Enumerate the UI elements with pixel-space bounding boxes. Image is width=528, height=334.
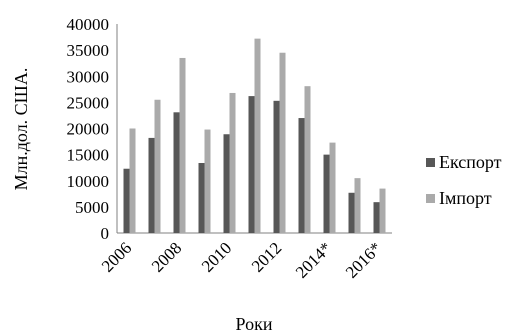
bar-import-2010 <box>229 92 236 233</box>
bar-import-2012 <box>279 52 286 233</box>
bar-import-2007 <box>154 99 161 233</box>
bar-export-2006 <box>123 168 130 233</box>
bar-export-2015 <box>348 192 355 233</box>
legend: Експорт Імпорт <box>426 152 502 208</box>
bar-import-2006 <box>129 128 136 233</box>
x-axis-ticks: 2006 2008 2010 2012 2014* 2016* <box>98 238 385 281</box>
y-tick-label: 20000 <box>67 120 110 139</box>
bar-import-2016 <box>379 188 386 233</box>
y-tick-label: 40000 <box>67 15 110 34</box>
legend-swatch-export <box>426 158 435 167</box>
x-tick-label: 2010 <box>198 238 235 275</box>
legend-item-export: Експорт <box>426 152 502 172</box>
x-tick-label: 2008 <box>148 238 185 275</box>
bar-export-2010 <box>223 134 230 233</box>
bar-export-2012 <box>273 100 280 233</box>
y-tick-label: 25000 <box>67 93 110 112</box>
y-axis-title: Млн.дол. США. <box>11 68 31 191</box>
y-tick-label: 30000 <box>67 67 110 86</box>
y-tick-label: 10000 <box>67 172 110 191</box>
legend-label-export: Експорт <box>439 152 502 172</box>
bars <box>123 38 386 234</box>
bar-export-2014 <box>323 154 330 234</box>
y-tick-label: 35000 <box>67 41 110 60</box>
y-axis-ticks: 0 5000 10000 15000 20000 25000 30000 35000 40000 <box>67 15 110 243</box>
legend-label-import: Імпорт <box>439 188 492 208</box>
y-tick-label: 5000 <box>75 198 109 217</box>
bar-import-2014 <box>329 142 336 233</box>
x-tick-label: 2016* <box>342 238 385 281</box>
bar-export-2011 <box>248 96 255 233</box>
bar-import-2013 <box>304 86 311 234</box>
bar-import-2008 <box>179 57 186 234</box>
y-tick-label: 0 <box>101 224 110 243</box>
x-tick-label: 2006 <box>98 238 135 275</box>
bar-export-2016 <box>373 202 380 233</box>
bar-export-2007 <box>148 137 155 233</box>
x-axis-title: Роки <box>236 314 273 334</box>
bar-export-2008 <box>173 112 180 233</box>
bar-export-2013 <box>298 118 305 233</box>
y-tick-label: 15000 <box>67 146 110 165</box>
bar-import-2011 <box>254 38 261 233</box>
bar-import-2009 <box>204 129 211 233</box>
x-tick-label: 2012 <box>248 238 285 275</box>
bar-import-2015 <box>354 178 361 233</box>
legend-item-import: Імпорт <box>426 188 492 208</box>
x-tick-label: 2014* <box>292 238 335 281</box>
bar-export-2009 <box>198 162 205 233</box>
legend-swatch-import <box>426 194 435 203</box>
